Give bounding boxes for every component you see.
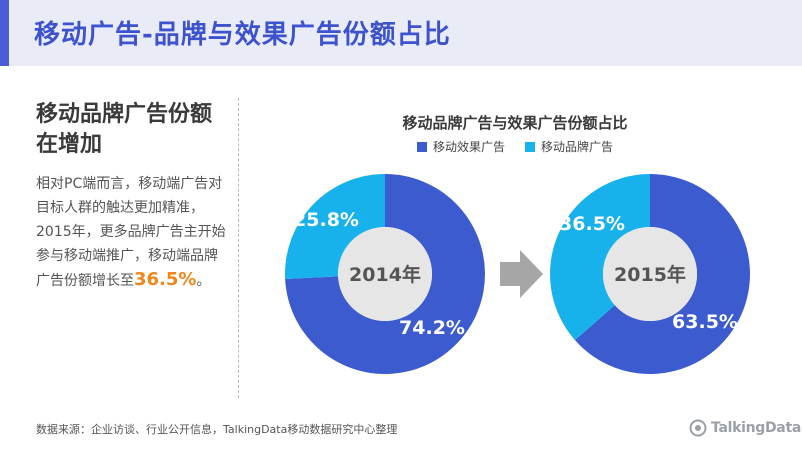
donut-center-label: 2014年 bbox=[349, 263, 421, 286]
legend-item-brand: 移动品牌广告 bbox=[525, 138, 613, 155]
donut-hole bbox=[603, 227, 697, 321]
header-accent bbox=[0, 0, 9, 66]
data-label-performance: 74.2% bbox=[399, 317, 465, 339]
vertical-divider bbox=[238, 98, 239, 398]
donut-slice-brand bbox=[550, 174, 650, 341]
talkingdata-logo-icon bbox=[689, 419, 707, 437]
legend-label-brand: 移动品牌广告 bbox=[541, 140, 614, 154]
data-label-brand: 25.8% bbox=[293, 209, 359, 231]
chart-legend: 移动效果广告 移动品牌广告 bbox=[280, 138, 750, 155]
page-title: 移动广告-品牌与效果广告份额占比 bbox=[34, 20, 451, 50]
body-end: 。 bbox=[196, 273, 211, 289]
talkingdata-logo: TalkingData bbox=[688, 419, 801, 437]
donut-center-label: 2015年 bbox=[614, 263, 686, 286]
donut-slice-brand bbox=[285, 174, 385, 280]
arrow-right-icon bbox=[500, 250, 543, 298]
legend-swatch-performance bbox=[416, 141, 427, 152]
legend-item-performance: 移动效果广告 bbox=[416, 138, 505, 155]
data-label-performance: 63.5% bbox=[672, 311, 738, 333]
section-heading: 移动品牌广告份额在增加 bbox=[36, 102, 213, 157]
donut-slice-performance bbox=[285, 174, 485, 374]
legend-label-performance: 移动效果广告 bbox=[432, 140, 505, 154]
data-label-brand: 36.5% bbox=[559, 213, 625, 235]
donut-slice-performance bbox=[574, 174, 750, 374]
highlight-value: 36.5% bbox=[134, 269, 197, 290]
header-bar: 移动广告-品牌与效果广告份额占比 bbox=[0, 0, 802, 66]
donut-hole bbox=[338, 227, 432, 321]
section-body: 相对PC端而言，移动端广告对目标人群的触达更加精准，2015年，更多品牌广告主开… bbox=[36, 172, 226, 293]
chart-title: 移动品牌广告与效果广告份额占比 bbox=[402, 114, 628, 132]
body-text: 相对PC端而言，移动端广告对目标人群的触达更加精准，2015年，更多品牌广告主开… bbox=[36, 176, 226, 289]
legend-swatch-brand bbox=[525, 141, 535, 152]
logo-text: TalkingData bbox=[711, 420, 801, 436]
data-source: 数据来源：企业访谈、行业公开信息，TalkingData移动数据研究中心整理 bbox=[36, 423, 398, 436]
